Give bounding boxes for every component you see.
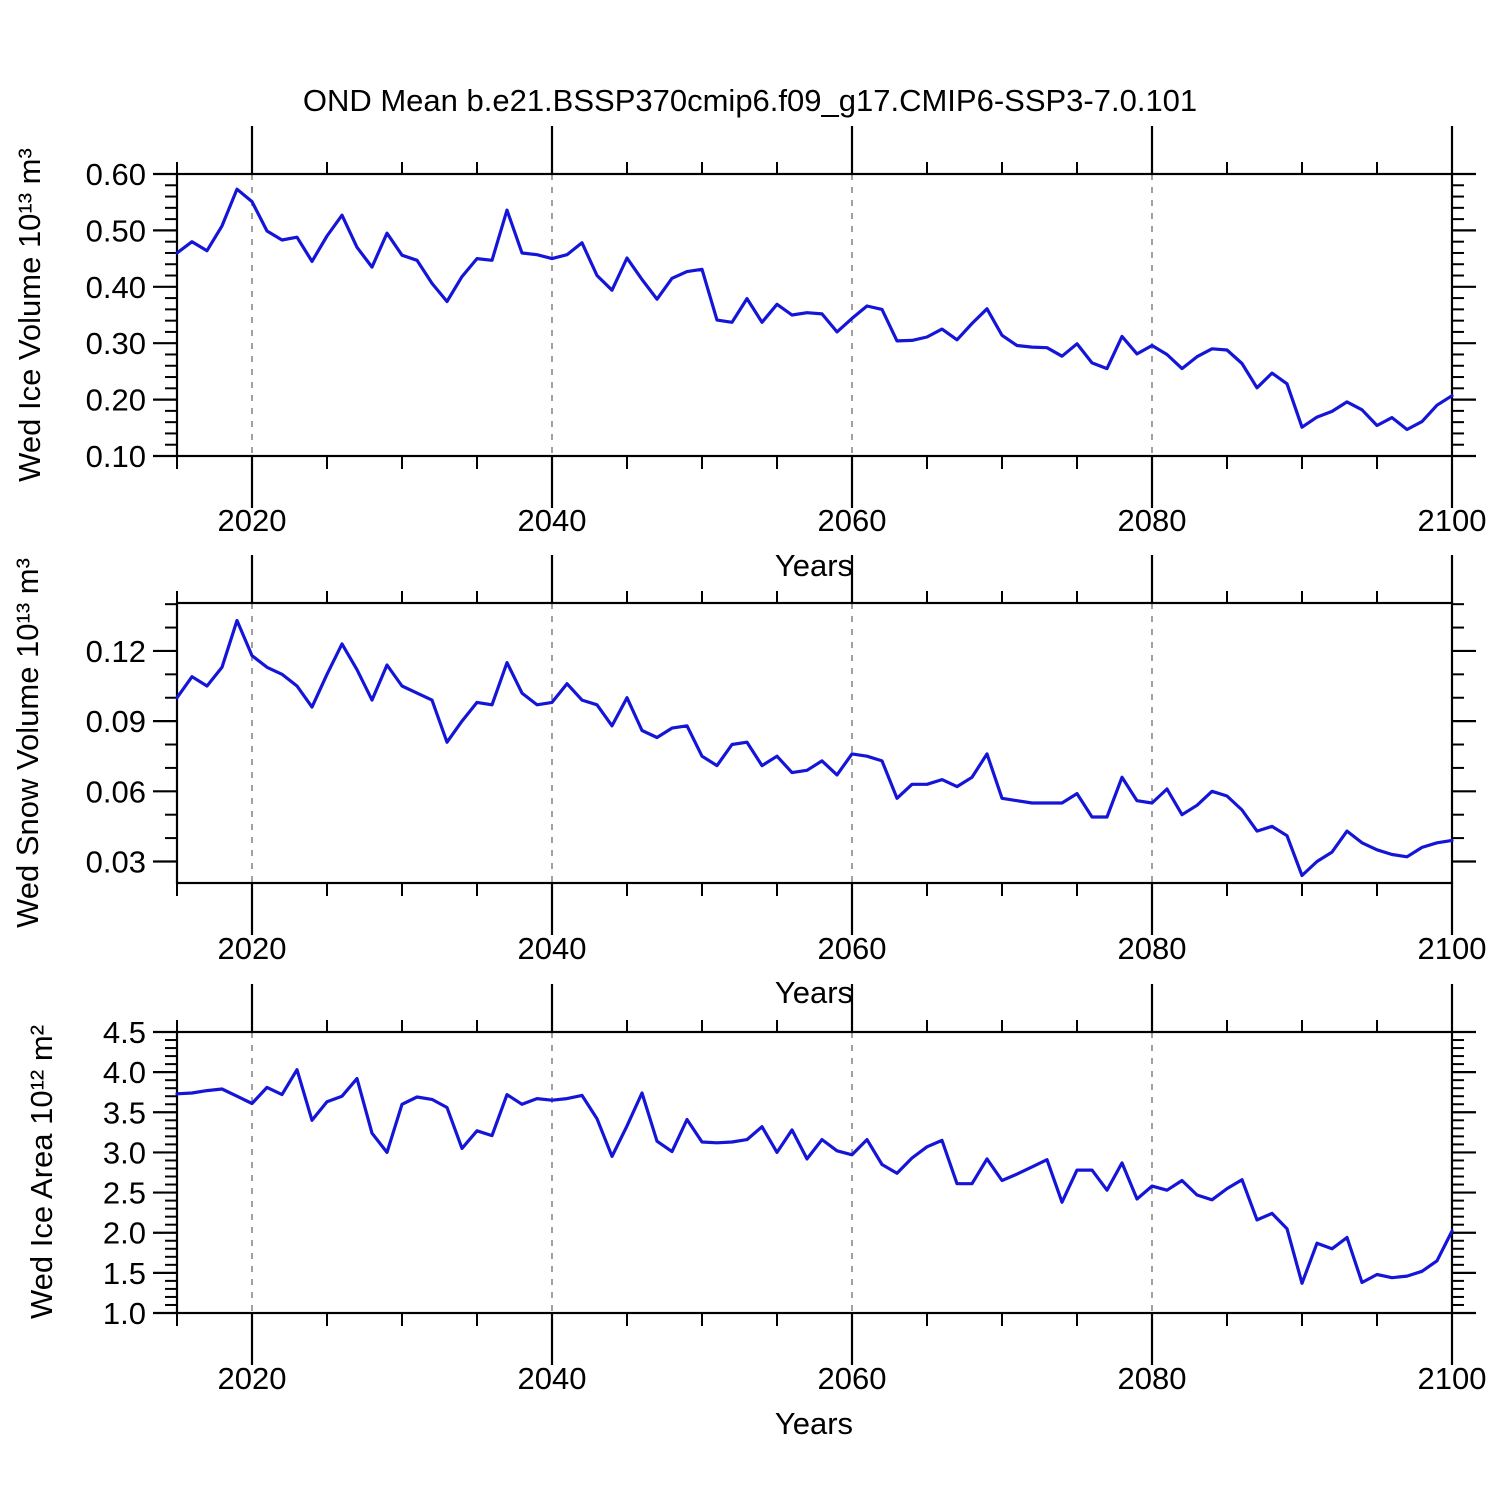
x-tick-label: 2100 — [1418, 503, 1487, 538]
y-tick-label: 2.5 — [103, 1176, 146, 1211]
x-axis-title-years-1: Years — [775, 548, 853, 583]
y-axis-title-snow-volume: Wed Snow Volume 10¹³ m³ — [10, 558, 45, 928]
plot-frame — [175, 1030, 1454, 1315]
chart-title: OND Mean b.e21.BSSP370cmip6.f09_g17.CMIP… — [303, 83, 1197, 118]
y-tick-label: 0.40 — [86, 270, 146, 305]
data-line-series-0 — [175, 187, 1454, 432]
panel-snow-volume: Wed Snow Volume 10¹³ m³ Years 2020 2040 20… — [10, 555, 1486, 1010]
y-tick-label: 0.50 — [86, 213, 146, 248]
x-tick-label: 2020 — [218, 503, 287, 538]
x-tick-label: 2060 — [818, 1361, 887, 1396]
y-axis-title-ice-volume: Wed Ice Volume 10¹³ m³ — [12, 148, 47, 482]
y-tick-label: 4.0 — [103, 1055, 146, 1090]
x-axis-title-years-3: Years — [775, 1406, 853, 1441]
x-tick-label: 2020 — [218, 1361, 287, 1396]
x-tick-label: 2100 — [1418, 1361, 1487, 1396]
panel-ice-area: Wed Ice Area 10¹² m² Years 2020 2040 2060 2… — [24, 984, 1486, 1441]
y-tick-label: 0.12 — [86, 634, 146, 669]
y-tick-label: 0.09 — [86, 704, 146, 739]
y-tick-label: 4.5 — [103, 1015, 146, 1050]
y-tick-label: 1.0 — [103, 1296, 146, 1331]
x-tick-label: 2060 — [818, 503, 887, 538]
x-tick-label: 2080 — [1118, 931, 1187, 966]
x-tick-label: 2040 — [518, 1361, 587, 1396]
y-tick-label: 0.10 — [86, 439, 146, 474]
y-tick-label: 0.60 — [86, 157, 146, 192]
x-tick-label: 2100 — [1418, 931, 1487, 966]
y-tick-label: 1.5 — [103, 1256, 146, 1291]
y-tick-label: 0.06 — [86, 774, 146, 809]
y-tick-label: 0.03 — [86, 844, 146, 879]
x-axis-title-years-2: Years — [775, 975, 853, 1010]
plot-frame — [175, 172, 1454, 458]
y-tick-label: 3.5 — [103, 1095, 146, 1130]
y-axis-title-ice-area: Wed Ice Area 10¹² m² — [24, 1025, 59, 1319]
y-tick-label: 3.0 — [103, 1135, 146, 1170]
data-line-series-2 — [175, 1068, 1454, 1285]
x-tick-label: 2040 — [518, 931, 587, 966]
y-tick-label: 0.20 — [86, 383, 146, 418]
x-tick-label: 2080 — [1118, 1361, 1187, 1396]
x-tick-label: 2080 — [1118, 503, 1187, 538]
x-tick-label: 2060 — [818, 931, 887, 966]
x-tick-label: 2020 — [218, 931, 287, 966]
panel-ice-volume: Wed Ice Volume 10¹³ m³ Years 2020 2040 206… — [12, 126, 1486, 583]
data-line-series-1 — [175, 618, 1454, 878]
y-tick-label: 0.30 — [86, 326, 146, 361]
plot-frame — [175, 601, 1454, 885]
y-tick-label: 2.0 — [103, 1216, 146, 1251]
x-tick-label: 2040 — [518, 503, 587, 538]
